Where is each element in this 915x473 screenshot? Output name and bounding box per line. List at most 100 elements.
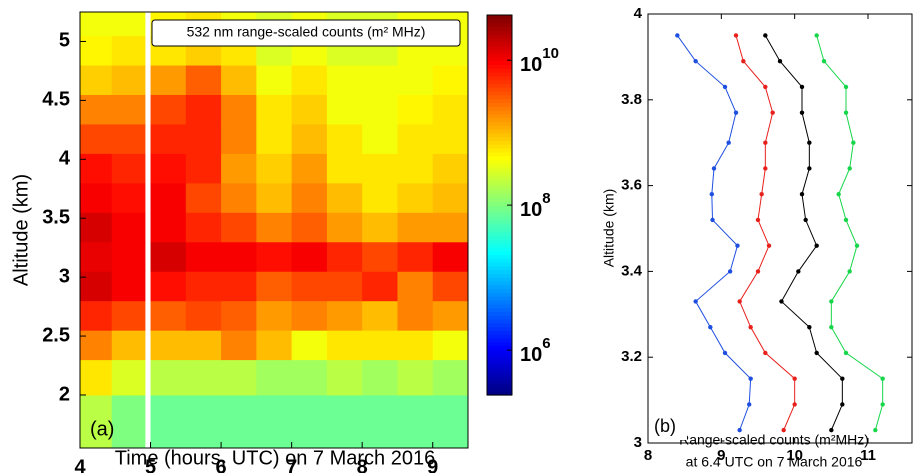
series-line — [676, 35, 752, 431]
colorbar-segment — [487, 72, 512, 77]
series-point — [807, 324, 812, 330]
heatmap-cell — [256, 212, 293, 243]
colorbar-segment — [487, 315, 512, 320]
heatmap-cell — [150, 123, 187, 154]
colorbar-segment — [487, 79, 512, 84]
colorbar-segment — [487, 22, 512, 27]
colorbar-segment — [487, 201, 512, 206]
heatmap-cell — [111, 12, 146, 37]
x-tick-label: 4 — [74, 456, 86, 473]
y-tick-label: 3.6 — [621, 177, 642, 194]
heatmap-cell — [80, 182, 113, 213]
colorbar-segment — [487, 132, 512, 138]
heatmap-cell — [150, 241, 187, 272]
series-point — [814, 243, 819, 248]
heatmap-cell — [150, 94, 187, 125]
series-point — [722, 84, 728, 90]
heatmap-cell — [111, 182, 146, 213]
colorbar-segment — [487, 41, 512, 46]
tick-exponent: 6 — [542, 335, 550, 352]
series-point — [781, 427, 786, 433]
heatmap-cell — [256, 65, 293, 95]
heatmap-cell — [432, 394, 469, 449]
series-point — [843, 84, 849, 90]
colorbar-segment — [487, 250, 512, 255]
heatmap-cell — [221, 359, 257, 396]
heatmap-cell — [256, 123, 293, 154]
colorbar-segment — [487, 338, 512, 343]
colorbar-segment — [487, 34, 512, 39]
colorbar-segment — [487, 281, 512, 286]
colorbar-segment — [487, 326, 512, 331]
heatmap-cell — [80, 394, 113, 449]
series-point — [843, 350, 849, 356]
heatmap-cell — [397, 94, 434, 125]
heatmap-cell — [221, 153, 257, 184]
series-point — [763, 33, 768, 38]
colorbar-segment — [487, 193, 512, 198]
x-axis-title: at 6.4 UTC on 7 March 2016 — [686, 454, 863, 470]
series-point — [733, 33, 739, 38]
heatmap-cell — [150, 330, 187, 361]
heatmap-cell — [291, 123, 328, 154]
heatmap-cell — [80, 12, 113, 37]
colorbar-segment — [487, 360, 512, 366]
heatmap-cell — [111, 153, 146, 184]
colorbar-segment — [487, 273, 512, 278]
heatmap-cell — [221, 330, 257, 361]
series-point — [840, 402, 845, 407]
colorbar-segment — [487, 205, 512, 210]
colorbar-tick-label: 106 — [520, 335, 551, 366]
heatmap-cell — [111, 330, 146, 361]
colorbar-segment — [487, 186, 512, 191]
heatmap-cell — [80, 330, 113, 361]
heatmap-cell — [326, 212, 363, 243]
tick-exponent: 10 — [542, 45, 559, 62]
heatmap-cell — [362, 359, 398, 396]
colorbar-segment — [487, 269, 512, 274]
x-tick-label: 11 — [860, 447, 876, 464]
heatmap-cell — [326, 153, 363, 184]
x-tick-label: 9 — [427, 456, 438, 473]
heatmap-cell — [150, 182, 187, 213]
heatmap-cell — [80, 359, 113, 396]
colorbar-segment — [487, 376, 512, 381]
heatmap-cell — [111, 359, 146, 396]
heatmap-cell — [80, 65, 113, 95]
y-tick-label: 3 — [634, 434, 642, 451]
series-point — [803, 217, 808, 223]
heatmap-cell — [221, 212, 257, 243]
colorbar-segment — [487, 178, 512, 183]
colorbar-segment — [487, 167, 512, 172]
heatmap-cell — [432, 330, 469, 361]
heatmap-cell — [111, 94, 146, 125]
series-point — [763, 84, 768, 90]
heatmap-cell — [80, 123, 113, 154]
heatmap-cell — [185, 65, 222, 95]
colorbar-segment — [487, 330, 512, 335]
heatmap-cell — [150, 359, 187, 396]
colorbar-segment — [487, 64, 512, 69]
series-point — [770, 110, 775, 115]
heatmap-cell — [80, 35, 113, 66]
heatmap-cell — [111, 212, 146, 243]
heatmap-cell — [111, 65, 146, 95]
series-point — [814, 350, 819, 356]
heatmap-cell — [432, 271, 469, 302]
colorbar-segment — [487, 163, 512, 168]
series-point — [840, 376, 845, 381]
heatmap-cell — [432, 153, 469, 184]
heatmap-cell — [185, 94, 222, 125]
colorbar-segment — [487, 208, 512, 214]
heatmap-cell — [432, 65, 469, 95]
colorbar-segment — [487, 106, 512, 111]
heatmap-cell — [256, 94, 293, 125]
heatmap-cell — [185, 212, 222, 243]
colorbar-segment — [487, 189, 512, 195]
heatmap-cell — [432, 241, 469, 272]
heatmap-cell — [221, 271, 257, 302]
colorbar-segment — [487, 49, 512, 54]
heatmap-cell — [326, 330, 363, 361]
heatmap-cell — [362, 65, 398, 95]
y-tick-label: 3.8 — [621, 91, 642, 108]
